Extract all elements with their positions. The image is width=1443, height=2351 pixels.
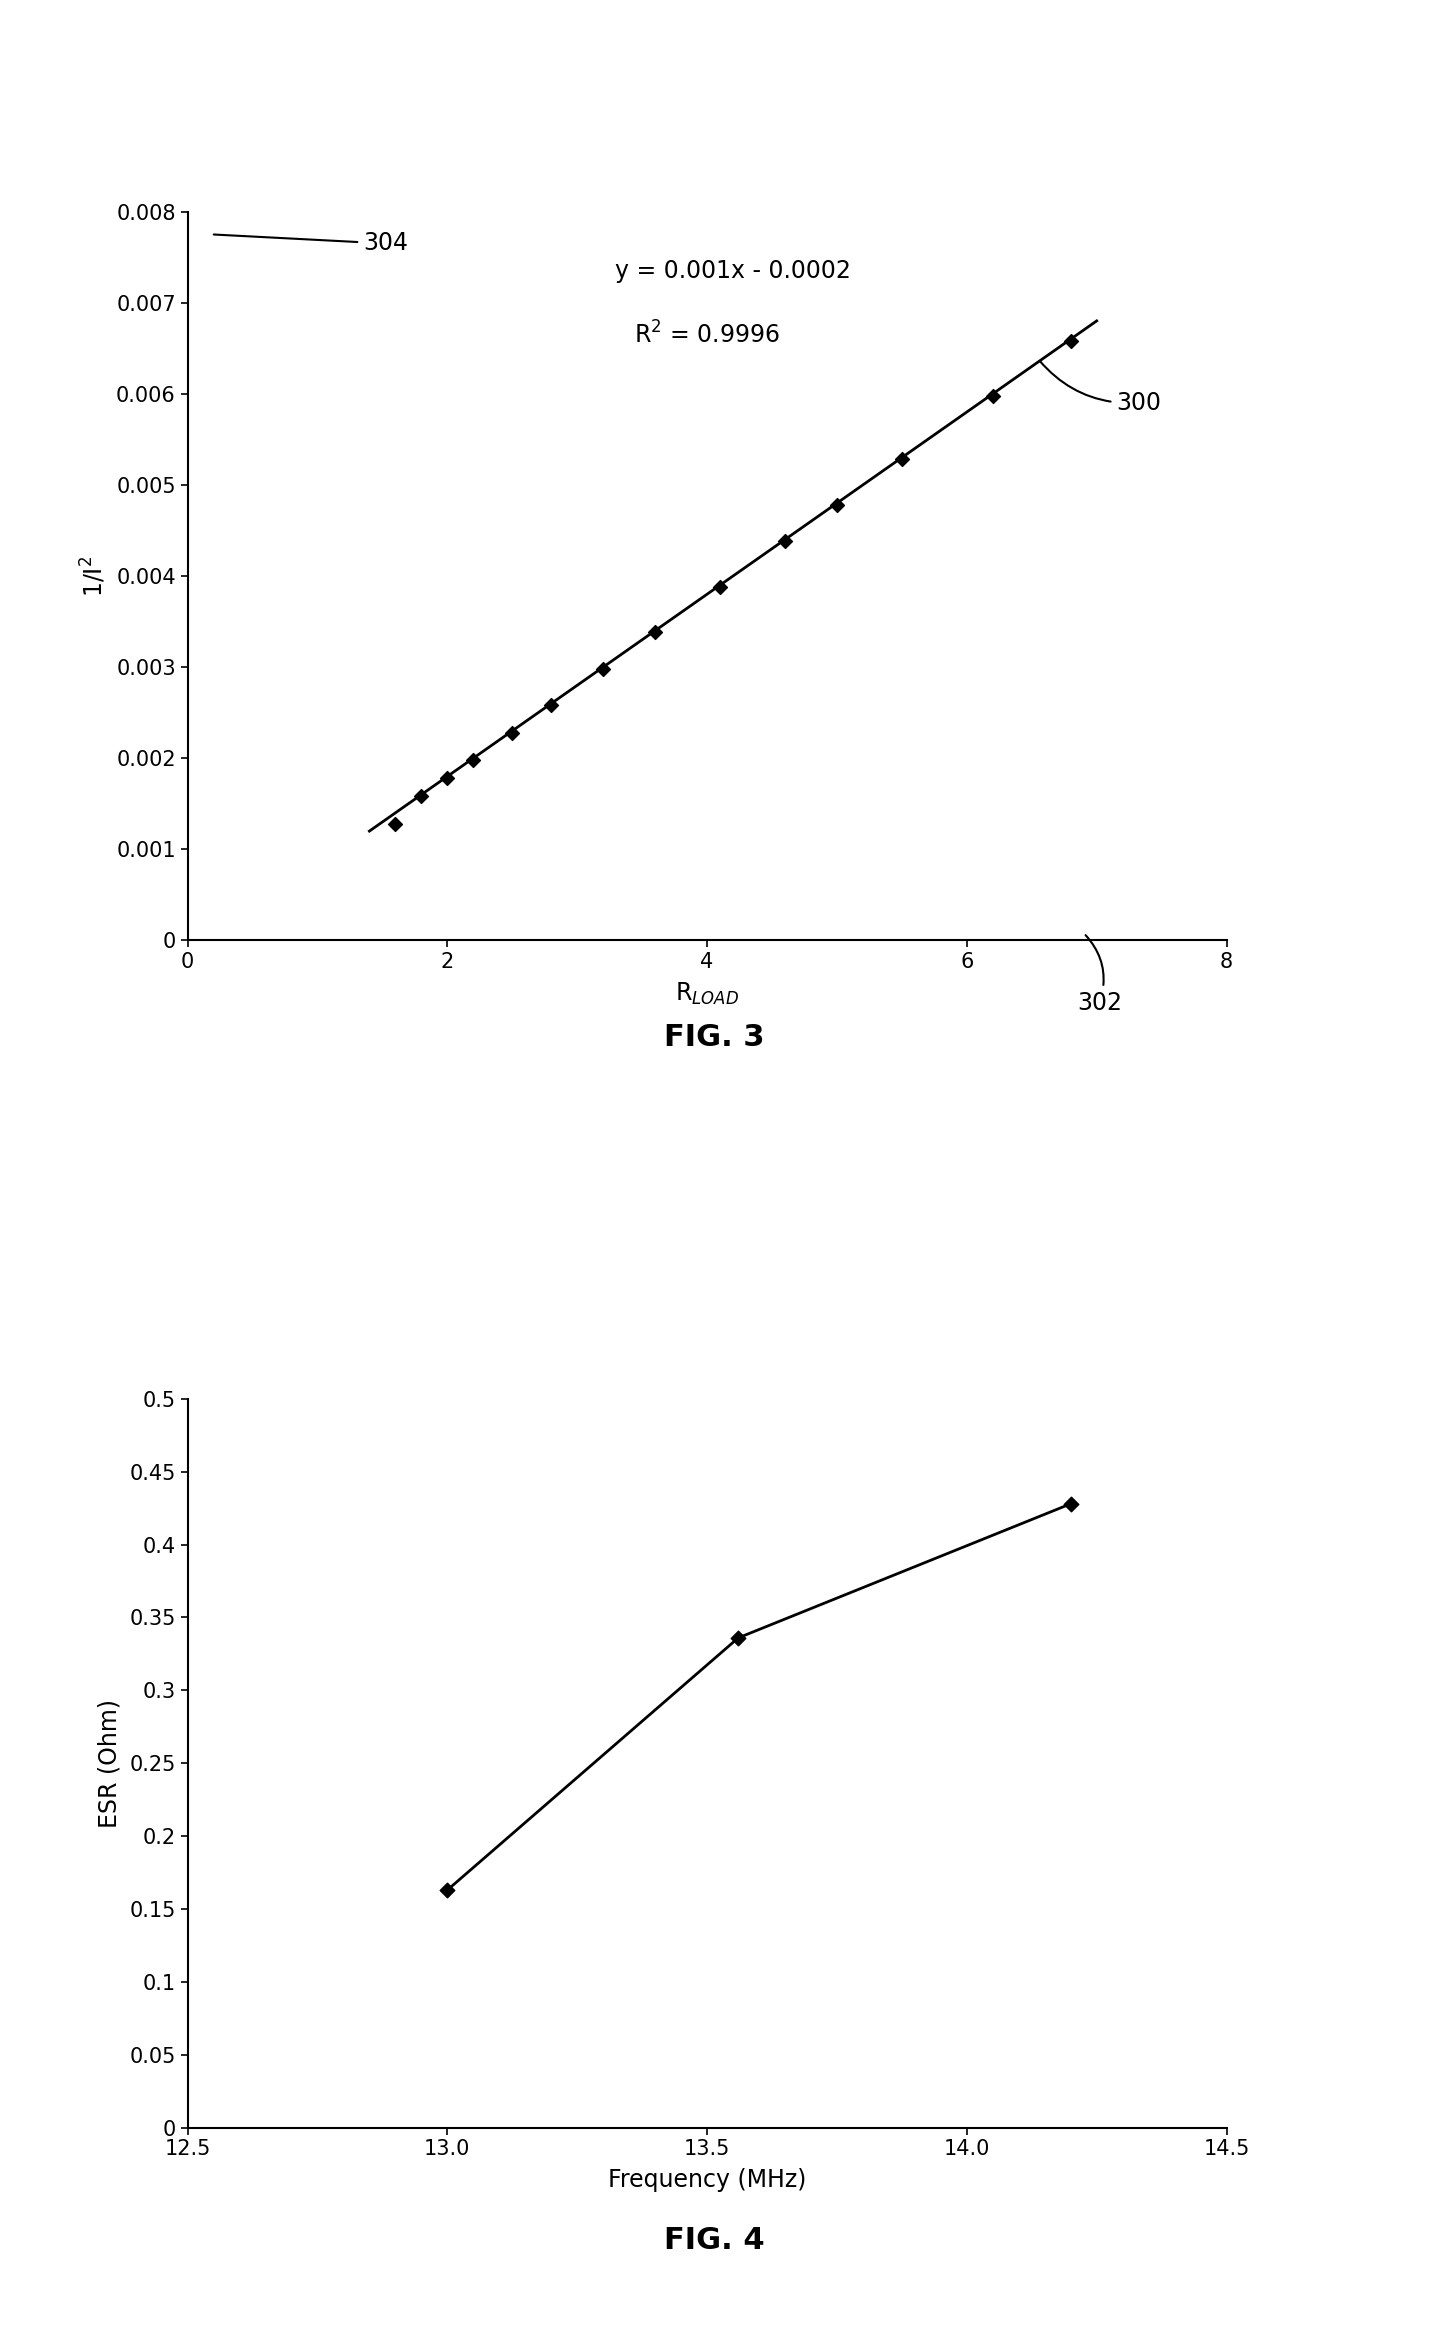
Point bbox=[436, 759, 459, 797]
Point bbox=[410, 778, 433, 816]
X-axis label: Frequency (MHz): Frequency (MHz) bbox=[608, 2168, 807, 2191]
Point bbox=[540, 686, 563, 724]
Text: 304: 304 bbox=[214, 230, 408, 256]
Text: R$^{2}$ = 0.9996: R$^{2}$ = 0.9996 bbox=[633, 322, 781, 348]
Point bbox=[384, 804, 407, 842]
Point bbox=[462, 741, 485, 778]
Point bbox=[1059, 322, 1082, 360]
Y-axis label: ESR (Ohm): ESR (Ohm) bbox=[97, 1700, 121, 1827]
Point bbox=[727, 1620, 750, 1657]
Point bbox=[709, 569, 732, 607]
Point bbox=[644, 614, 667, 651]
X-axis label: R$_{LOAD}$: R$_{LOAD}$ bbox=[675, 980, 739, 1006]
Point bbox=[890, 440, 913, 477]
Point bbox=[825, 487, 848, 524]
Text: 302: 302 bbox=[1076, 936, 1123, 1016]
Text: FIG. 3: FIG. 3 bbox=[664, 1023, 765, 1051]
Point bbox=[1059, 1486, 1082, 1523]
Point bbox=[981, 376, 1004, 414]
Text: y = 0.001x - 0.0002: y = 0.001x - 0.0002 bbox=[615, 259, 851, 282]
Point bbox=[436, 1871, 459, 1909]
Point bbox=[592, 651, 615, 689]
Text: FIG. 4: FIG. 4 bbox=[664, 2226, 765, 2255]
Point bbox=[773, 522, 797, 560]
Text: 300: 300 bbox=[1040, 362, 1162, 414]
Point bbox=[501, 715, 524, 752]
Y-axis label: 1/I$^{2}$: 1/I$^{2}$ bbox=[78, 555, 108, 597]
